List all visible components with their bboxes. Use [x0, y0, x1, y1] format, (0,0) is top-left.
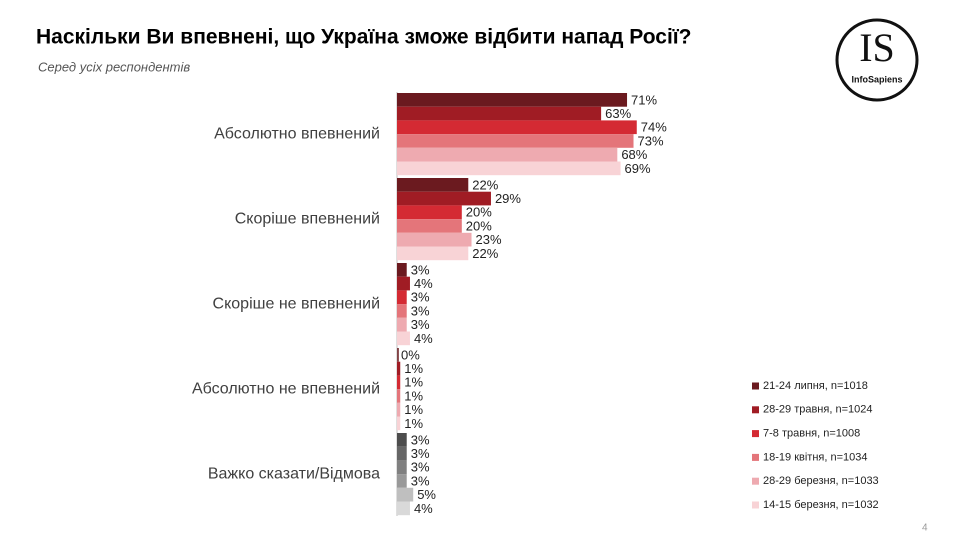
value-label: 4%: [414, 276, 433, 291]
bar: [397, 205, 462, 220]
value-label: 20%: [466, 205, 492, 220]
value-label: 3%: [411, 303, 430, 318]
legend-label: 21-24 липня, n=1018: [763, 380, 868, 392]
bar: [397, 416, 401, 431]
value-label: 29%: [495, 191, 521, 206]
bar: [397, 246, 469, 261]
category-label: Абсолютно не впевнений: [192, 380, 380, 397]
legend-swatch: [752, 406, 759, 414]
bar: [397, 290, 407, 305]
bar: [397, 191, 491, 206]
bar: [397, 106, 602, 121]
bar: [397, 134, 634, 148]
logo-mark: IS: [859, 25, 895, 70]
category-label: Абсолютно впевнений: [214, 125, 380, 142]
value-label: 63%: [605, 106, 631, 121]
bar: [397, 161, 621, 176]
value-label: 20%: [466, 218, 492, 233]
value-label: 69%: [625, 161, 651, 176]
chart-title: Наскільки Ви впевнені, що Україна зможе …: [36, 26, 692, 49]
value-label: 3%: [411, 317, 430, 332]
value-label: 23%: [476, 232, 502, 247]
bar: [397, 389, 401, 403]
value-label: 3%: [411, 446, 430, 461]
category-label: Скоріше впевнений: [235, 210, 380, 227]
value-label: 3%: [411, 473, 430, 488]
bar: [397, 304, 407, 318]
value-label: 5%: [417, 487, 436, 502]
bar: [397, 263, 407, 277]
value-label: 3%: [411, 290, 430, 305]
legend-label: 28-29 березня, n=1033: [763, 475, 879, 487]
value-label: 3%: [411, 262, 430, 277]
value-label: 1%: [404, 402, 423, 417]
bar: [397, 276, 410, 291]
legend-label: 7-8 травня, n=1008: [763, 428, 860, 440]
bar: [397, 361, 401, 376]
category-label: Скоріше не впевнений: [213, 295, 380, 312]
bar: [397, 317, 407, 332]
logo-name: InfoSapiens: [851, 74, 902, 84]
legend-swatch: [752, 430, 759, 438]
value-label: 1%: [404, 375, 423, 390]
value-label: 0%: [401, 347, 420, 362]
bar: [397, 93, 628, 107]
legend-swatch: [752, 382, 759, 390]
bar: [397, 460, 407, 475]
category-label: Важко сказати/Відмова: [208, 465, 380, 482]
value-label: 4%: [414, 501, 433, 516]
value-label: 71%: [631, 92, 657, 107]
logo-ring: [835, 18, 919, 102]
bar: [397, 375, 401, 390]
value-label: 1%: [404, 361, 423, 376]
value-label: 4%: [414, 331, 433, 346]
value-label: 1%: [404, 388, 423, 403]
value-label: 3%: [411, 460, 430, 475]
legend-swatch: [752, 501, 759, 509]
bar: [397, 120, 637, 135]
legend-label: 28-29 травня, n=1024: [763, 404, 872, 416]
legend-label: 14-15 березня, n=1032: [763, 499, 879, 511]
bar: [397, 446, 407, 461]
chart-subtitle: Серед усіх респондентів: [38, 59, 190, 74]
bar: [397, 331, 410, 346]
bar: [397, 219, 462, 233]
legend-swatch: [752, 453, 759, 461]
value-label: 3%: [411, 432, 430, 447]
bar: [397, 178, 469, 192]
bar: [397, 433, 407, 447]
legend-label: 18-19 квітня, n=1034: [763, 451, 867, 463]
legend-swatch: [752, 477, 759, 485]
value-label: 22%: [472, 177, 498, 192]
value-label: 73%: [638, 133, 664, 148]
value-label: 68%: [621, 147, 647, 162]
bar: [397, 147, 618, 162]
value-label: 1%: [404, 416, 423, 431]
bar: [397, 501, 410, 516]
bar: [397, 474, 407, 488]
page-number: 4: [922, 523, 928, 534]
bar: [397, 232, 472, 247]
value-label: 74%: [641, 120, 667, 135]
bar: [397, 487, 414, 502]
value-label: 22%: [472, 246, 498, 261]
bar: [397, 402, 401, 417]
